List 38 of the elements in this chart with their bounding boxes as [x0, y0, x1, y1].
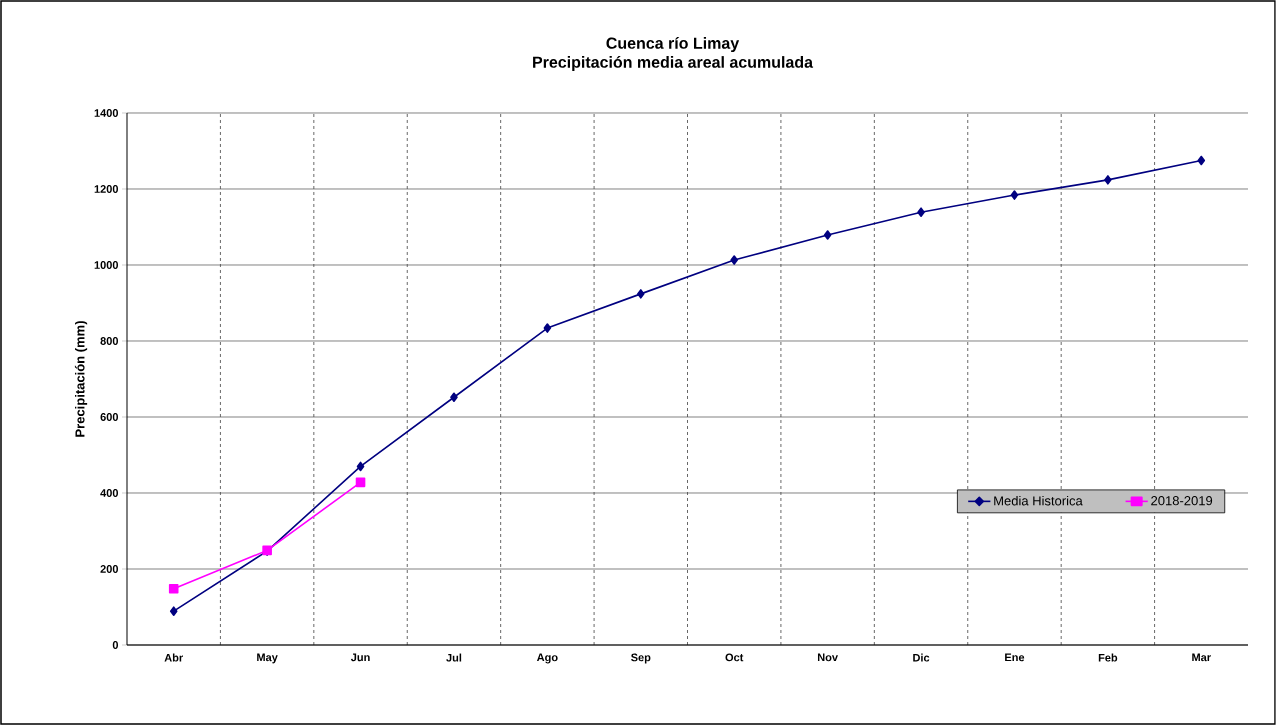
point — [450, 392, 458, 403]
point — [1197, 155, 1206, 166]
y-tick-label: 1400 — [94, 109, 119, 117]
legend-label: Media Historica — [994, 495, 1083, 506]
x-tick-label: Oct — [725, 653, 744, 662]
point — [730, 255, 739, 265]
x-tick-label: Nov — [817, 653, 838, 662]
point — [1010, 190, 1019, 200]
y-tick-label: 1200 — [94, 185, 119, 193]
point — [356, 461, 365, 472]
y-tick-label: 0 — [112, 641, 119, 649]
x-tick-label: May — [257, 653, 278, 664]
point — [636, 289, 645, 299]
point — [168, 583, 179, 594]
x-tick-label: Dic — [913, 653, 930, 662]
x-tick-label: Mar — [1192, 653, 1211, 662]
point — [169, 606, 178, 616]
x-tick-label: Jun — [350, 653, 370, 662]
y-tick-label: 800 — [100, 337, 119, 345]
chart-subtitle: Precipitación media areal acumulada — [533, 55, 814, 72]
point — [543, 323, 552, 333]
point — [355, 477, 366, 488]
x-tick-label: Sep — [631, 653, 651, 664]
x-tick-label: Abr — [164, 653, 184, 662]
chart-title: Cuenca río Limay — [606, 36, 740, 53]
y-tick-label: 200 — [100, 565, 119, 573]
x-tick-label: Ene — [1005, 653, 1025, 662]
legend-label: 2018-2019 — [1151, 496, 1213, 506]
x-tick-label: Ago — [536, 653, 558, 664]
point — [917, 207, 925, 217]
point — [823, 230, 832, 240]
y-axis-title: Precipitación (mm) — [74, 321, 88, 437]
y-tick-label: 1000 — [94, 261, 119, 269]
point — [1104, 175, 1112, 185]
y-tick-label: 600 — [100, 413, 119, 421]
x-tick-label: Feb — [1098, 653, 1118, 662]
x-tick-label: Jul — [446, 653, 462, 662]
y-tick-label: 400 — [100, 489, 119, 497]
